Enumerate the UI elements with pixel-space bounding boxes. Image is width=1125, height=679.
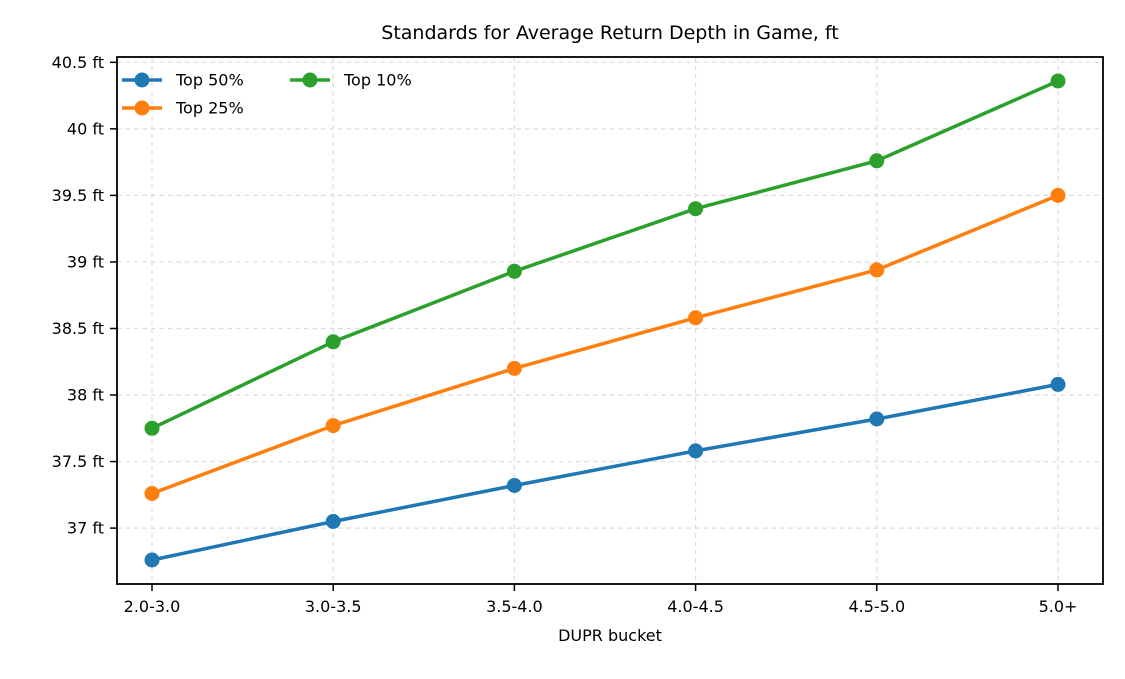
legend: Top 50% Top 25% Top 10% — [122, 71, 412, 118]
data-point — [144, 420, 160, 436]
data-point — [506, 263, 522, 279]
y-tick-label: 37.5 ft — [52, 452, 104, 471]
series-line-top-50- — [151, 382, 1059, 562]
data-point — [506, 360, 522, 376]
data-point — [325, 418, 341, 434]
y-tick-label: 39.5 ft — [52, 186, 104, 205]
x-tick-label: 2.0-3.0 — [124, 597, 181, 616]
y-tick-label: 37 ft — [67, 519, 104, 538]
data-point — [1050, 73, 1066, 89]
y-tick-label: 40 ft — [67, 119, 104, 138]
legend-entry: Top 50% — [122, 71, 244, 90]
axes-layer — [116, 56, 1104, 585]
x-tick-label: 3.0-3.5 — [305, 597, 362, 616]
data-point — [869, 411, 885, 427]
data-point — [688, 201, 704, 217]
data-point — [869, 153, 885, 169]
legend-marker — [134, 100, 150, 116]
y-tick-label: 39 ft — [67, 252, 104, 271]
legend-label: Top 25% — [175, 99, 244, 118]
axes-spines — [116, 56, 1104, 585]
data-point — [144, 486, 160, 501]
chart-title: Standards for Average Return Depth in Ga… — [381, 22, 838, 44]
series-layer — [144, 73, 1066, 568]
data-point — [1050, 376, 1066, 392]
y-tick-label: 38 ft — [67, 386, 104, 405]
legend-marker — [134, 72, 150, 88]
data-point — [869, 262, 885, 278]
grid-layer — [117, 57, 1103, 584]
legend-label: Top 10% — [343, 71, 412, 90]
x-tick-label: 3.5-4.0 — [486, 597, 543, 616]
x-axis-label: DUPR bucket — [558, 626, 662, 645]
x-tick-label: 4.5-5.0 — [848, 597, 905, 616]
legend-entry: Top 10% — [290, 71, 412, 90]
data-point — [1050, 187, 1066, 203]
x-tick-label: 4.0-4.5 — [667, 597, 724, 616]
data-point — [688, 443, 704, 459]
y-tick-label: 38.5 ft — [52, 319, 104, 338]
legend-label: Top 50% — [175, 71, 244, 90]
legend-marker — [302, 72, 318, 88]
data-point — [144, 552, 160, 568]
data-point — [325, 334, 341, 350]
y-tick-label: 40.5 ft — [52, 53, 104, 72]
data-point — [688, 310, 704, 326]
series-line-top-10- — [151, 79, 1059, 430]
x-tick-label: 5.0+ — [1039, 597, 1078, 616]
data-point — [506, 478, 522, 493]
data-point — [325, 514, 341, 529]
legend-entry: Top 25% — [122, 99, 244, 118]
series-line-top-25- — [151, 193, 1059, 496]
tick-layer: 2.0-3.0 3.0-3.5 3.5-4.0 4.0-4.5 4.5-5.0 5.0+ 3… — [52, 53, 1078, 616]
